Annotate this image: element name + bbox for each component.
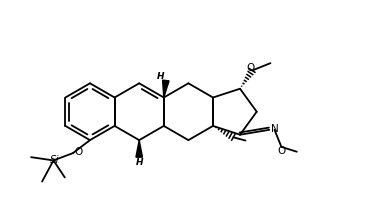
Text: O: O bbox=[246, 63, 254, 73]
Text: N: N bbox=[271, 124, 278, 134]
Text: O: O bbox=[74, 147, 83, 157]
Text: Si: Si bbox=[50, 155, 59, 166]
Text: O: O bbox=[277, 146, 285, 156]
Text: H: H bbox=[136, 158, 144, 167]
Text: H: H bbox=[156, 72, 164, 81]
Polygon shape bbox=[163, 80, 169, 97]
Polygon shape bbox=[136, 140, 142, 157]
